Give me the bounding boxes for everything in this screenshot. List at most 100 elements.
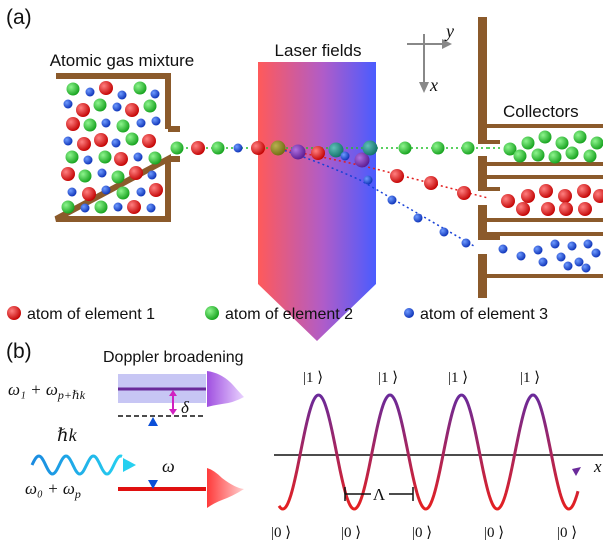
atom-element2	[170, 141, 184, 155]
delta-arrow	[169, 390, 177, 415]
atom-element3	[550, 239, 560, 249]
atom-element3	[112, 102, 122, 112]
state-curve-arrowhead	[572, 467, 581, 476]
state-zero-label: |0 ⟩	[484, 525, 504, 541]
atom-element3	[439, 227, 449, 237]
lower-level-label: ω₀ + ωp	[25, 479, 81, 501]
atom-element3	[80, 203, 90, 213]
atom-mixed	[354, 152, 370, 168]
atom-element2	[61, 200, 75, 214]
atom-element3	[67, 187, 77, 197]
atom-element2	[521, 136, 535, 150]
photon-arrowhead	[123, 458, 136, 472]
atom-element2	[125, 132, 139, 146]
atom-element3	[233, 143, 243, 153]
laser-field-beam	[258, 62, 376, 341]
axis-x-label: x	[429, 75, 438, 95]
legend-label-element2: atom of element 2	[225, 306, 353, 323]
atom-element3	[147, 170, 157, 180]
omega-label: ω	[162, 456, 175, 476]
atom-element2	[83, 118, 97, 132]
state-zero-label: |0 ⟩	[557, 525, 577, 541]
atom-element1	[559, 202, 573, 216]
atom-element3	[111, 138, 121, 148]
atom-element2	[555, 136, 569, 150]
atom-element1	[539, 184, 553, 198]
atom-element1	[127, 200, 141, 214]
atom-element1	[142, 134, 156, 148]
collectors	[478, 17, 603, 298]
atom-element1	[390, 169, 404, 183]
atom-element2	[531, 148, 545, 162]
atom-element3	[340, 151, 350, 161]
atom-mixed	[328, 142, 344, 158]
omega-arrow	[148, 417, 158, 489]
atom-element2	[78, 169, 92, 183]
lambda-bracket	[344, 487, 414, 501]
atom-mixed	[270, 140, 286, 156]
atom-element3	[150, 89, 160, 99]
atom-element3	[146, 203, 156, 213]
atom-element2	[590, 136, 603, 150]
state-oscillation-curve	[277, 393, 580, 511]
atom-element2	[111, 170, 125, 184]
atom-element3	[413, 213, 423, 223]
legend-dot-element1	[7, 306, 21, 320]
atom-element1	[149, 183, 163, 197]
atom-element3	[538, 257, 548, 267]
gas-box	[54, 73, 180, 222]
atom-element1	[457, 186, 471, 200]
atom-element1	[99, 81, 113, 95]
atom-element3	[583, 239, 593, 249]
atom-element3	[151, 116, 161, 126]
atom-element2	[211, 141, 225, 155]
axes-indicator	[407, 34, 452, 93]
atom-element3	[97, 168, 107, 178]
atom-element3	[556, 252, 566, 262]
beam-atoms	[170, 140, 475, 248]
gas-atoms	[61, 81, 163, 214]
lambda-label: Λ	[373, 485, 386, 504]
atom-element3	[83, 155, 93, 165]
atom-element1	[114, 152, 128, 166]
atom-element2	[573, 130, 587, 144]
doppler-broadening-label: Doppler broadening	[103, 349, 244, 366]
photon-wave	[30, 454, 123, 476]
atom-element2	[116, 186, 130, 200]
atom-element1	[191, 141, 205, 155]
upper-level-label: ω₁ + ωp+ℏk	[8, 380, 86, 402]
atom-element3	[567, 241, 577, 251]
atom-element1	[125, 103, 139, 117]
atom-element3	[63, 99, 73, 109]
atom-element3	[498, 244, 508, 254]
atom-element2	[503, 142, 517, 156]
laser-fields-label: Laser fields	[275, 41, 362, 60]
gas-box-label: Atomic gas mixture	[50, 51, 195, 70]
atom-element2	[98, 150, 112, 164]
state-zero-label: |0 ⟩	[271, 525, 291, 541]
upper-doppler-profile	[207, 371, 244, 407]
atom-element2	[583, 149, 597, 163]
atom-element3	[581, 263, 591, 273]
axis-y-label: y	[444, 21, 454, 41]
atom-element1	[424, 176, 438, 190]
atom-element1	[516, 202, 530, 216]
atom-element2	[94, 200, 108, 214]
atom-element2	[143, 99, 157, 113]
panel-a-label: (a)	[6, 6, 32, 29]
atom-element1	[82, 187, 96, 201]
atom-element1	[76, 103, 90, 117]
collectors-label: Collectors	[503, 102, 579, 121]
atom-element3	[136, 187, 146, 197]
delta-label: δ	[181, 398, 190, 417]
atom-element3	[516, 251, 526, 261]
atom-element2	[148, 151, 162, 165]
legend: atom of element 1 atom of element 2 atom…	[7, 306, 548, 323]
state-one-label: |1 ⟩	[520, 370, 540, 386]
atom-element1	[129, 166, 143, 180]
atom-element1	[77, 137, 91, 151]
atom-element1	[501, 194, 515, 208]
atom-element2	[116, 119, 130, 133]
atom-element1	[541, 202, 555, 216]
